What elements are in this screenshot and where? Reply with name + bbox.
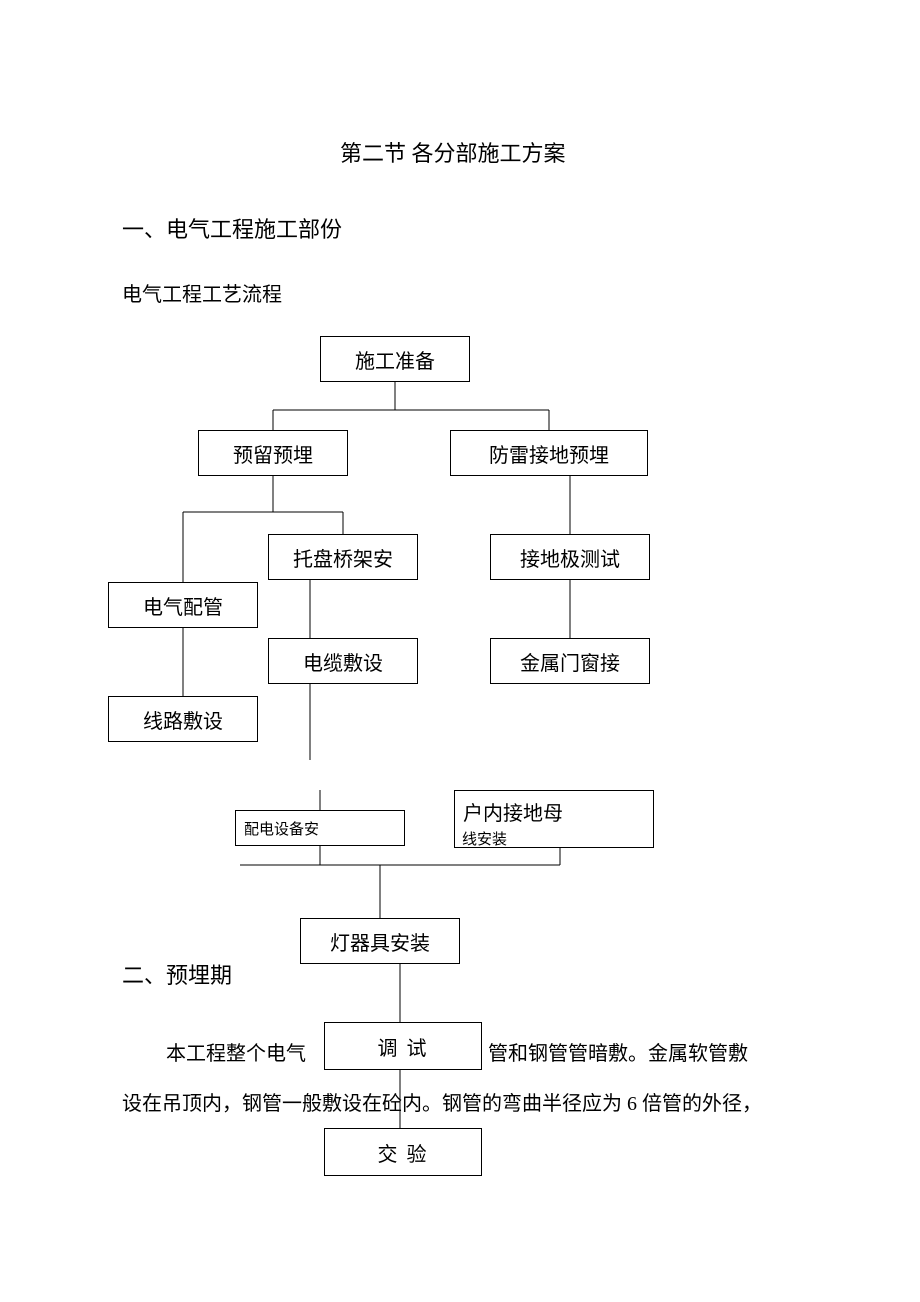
node-line-laying: 线路敷设 (108, 696, 258, 742)
para-line1-left: 本工程整个电气 (166, 1032, 306, 1076)
heading-1: 一、电气工程施工部份 (122, 212, 342, 244)
node-indoor-ground-bus-label: 户内接地母 (463, 797, 563, 826)
node-indoor-ground-bus-sub: 线安装 (462, 828, 507, 849)
subheading-process: 电气工程工艺流程 (122, 278, 282, 307)
node-debug: 调 试 (324, 1022, 482, 1070)
node-prep: 施工准备 (320, 336, 470, 382)
section-title: 第二节 各分部施工方案 (340, 136, 566, 168)
node-metal-door-window: 金属门窗接 (490, 638, 650, 684)
heading-2: 二、预埋期 (122, 958, 232, 990)
page: 第二节 各分部施工方案 一、电气工程施工部份 电气工程工艺流程 施工准备 预留预… (0, 0, 920, 1302)
para-line1-right: 管和钢管管暗敷。金属软管敷 (488, 1032, 748, 1076)
node-elec-piping: 电气配管 (108, 582, 258, 628)
node-lightning-ground: 防雷接地预埋 (450, 430, 648, 476)
node-cable-laying: 电缆敷设 (268, 638, 418, 684)
node-dist-equip: 配电设备安 (235, 810, 405, 846)
node-lamp-install: 灯器具安装 (300, 918, 460, 964)
node-reserve-embed: 预留预埋 (198, 430, 348, 476)
para-line2: 设在吊顶内，钢管一般敷设在砼内。钢管的弯曲半径应为 6 倍管的外径， (122, 1082, 762, 1126)
node-tray-bridge: 托盘桥架安 (268, 534, 418, 580)
node-handover: 交 验 (324, 1128, 482, 1176)
node-ground-test: 接地极测试 (490, 534, 650, 580)
